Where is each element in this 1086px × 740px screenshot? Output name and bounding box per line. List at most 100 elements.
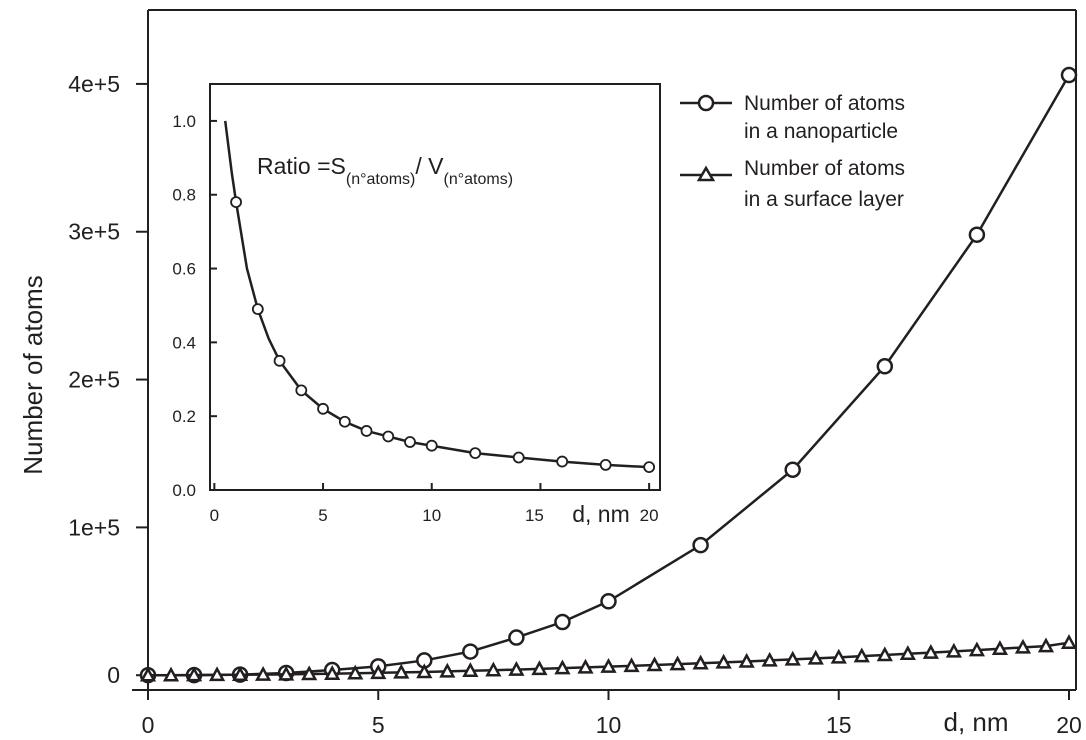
inset-y-tick-label: 0.0 — [172, 481, 196, 500]
surface-layer-point — [301, 665, 318, 681]
surface-layer-point — [139, 666, 157, 682]
main-x-axis-label: d, nm — [943, 707, 1008, 737]
surface-layer-point — [278, 665, 295, 681]
main-y-tick-label: 1e+5 — [68, 514, 120, 540]
surface-layer-point — [162, 666, 180, 682]
ratio-point — [230, 196, 242, 209]
inset-x-tick-label: 0 — [210, 506, 219, 525]
legend-label-surface-line2: in a surface layer — [744, 188, 904, 211]
surface-layer-point — [830, 648, 847, 664]
surface-layer-point — [231, 666, 249, 682]
legend-label-nanoparticle-line2: in a nanoparticle — [744, 120, 898, 143]
surface-layer-point — [208, 666, 226, 682]
inset-ratio-annotation: Ratio =S(n°atoms)/ V(n°atoms) — [257, 153, 513, 188]
ratio-line — [223, 120, 650, 469]
surface-layer-point — [784, 650, 801, 666]
nanoparticle-point — [600, 593, 617, 610]
surface-layer-point — [1014, 638, 1032, 654]
nanoparticle-point — [554, 613, 571, 631]
ratio-point — [469, 447, 482, 459]
ratio-point — [512, 451, 525, 464]
inset-x-tick-label: 10 — [422, 506, 441, 525]
surface-layer-point — [623, 657, 640, 673]
surface-layer-point — [646, 656, 663, 672]
surface-layer-point — [370, 664, 387, 680]
surface-layer-point — [807, 649, 824, 665]
surface-layer-point — [554, 659, 571, 675]
surface-layer-point — [462, 662, 479, 678]
surface-layer-point — [922, 643, 939, 659]
inset-y-tick-label: 1.0 — [172, 112, 196, 131]
surface-layer-point — [1037, 637, 1055, 653]
nanoparticle-point — [692, 536, 709, 554]
surface-layer-point — [508, 660, 525, 676]
surface-layer-point — [669, 655, 686, 671]
inset-x-tick-label: 15 — [525, 506, 544, 525]
main-y-tick-label: 3e+5 — [68, 219, 120, 245]
inset-plot: 0 5 10 15 20 0.0 0.2 0.4 0.6 0.8 1.0 d, nm Ratio =… — [172, 83, 661, 527]
ratio-point — [360, 425, 373, 437]
main-y-tick-label: 4e+5 — [68, 71, 120, 97]
inset-x-tick-label: 5 — [318, 506, 327, 525]
surface-layer-point — [416, 663, 433, 679]
ratio-point — [251, 303, 264, 316]
nanoparticle-point — [1060, 66, 1078, 84]
legend-circle-marker — [697, 94, 715, 112]
surface-layer-point — [600, 658, 617, 673]
surface-layer-point — [991, 640, 1009, 656]
surface-layer-point — [324, 665, 341, 680]
inset-x-axis-label: d, nm — [572, 501, 630, 527]
nanoparticle-point — [876, 358, 894, 375]
main-x-tick-label: 0 — [142, 712, 155, 738]
surface-layer-point — [393, 663, 410, 679]
surface-layer-point — [715, 653, 732, 669]
ratio-point — [338, 415, 351, 428]
main-x-tick-label: 20 — [1056, 712, 1082, 738]
ratio-point — [382, 430, 395, 443]
legend-label-surface-line1: Number of atoms — [744, 157, 905, 180]
surface-layer-point — [1060, 634, 1078, 649]
inset-frame — [209, 83, 661, 491]
nanoparticle-point — [508, 629, 525, 646]
nanoparticle-point — [462, 643, 479, 660]
inset-background — [210, 84, 660, 490]
surface-layer-point — [968, 641, 986, 657]
ratio-point — [556, 455, 569, 468]
main-y-tick-label: 0 — [107, 662, 120, 688]
ratio-point — [425, 439, 438, 452]
surface-layer-point — [255, 666, 272, 681]
surface-layer-point — [185, 666, 203, 682]
surface-layer-point — [531, 660, 548, 676]
ratio-point — [295, 384, 308, 397]
surface-layer-point — [347, 664, 364, 680]
legend: Number of atoms in a nanoparticle Number… — [680, 92, 905, 211]
inset-y-tick-label: 0.6 — [172, 260, 196, 279]
surface-layer-point — [485, 661, 502, 677]
legend-item-nanoparticle: Number of atoms in a nanoparticle — [680, 92, 905, 143]
ratio-point — [643, 461, 656, 474]
nanoparticle-point — [968, 226, 986, 243]
surface-layer-point — [853, 647, 870, 663]
ratio-point — [599, 459, 612, 471]
surface-layer-point — [439, 662, 456, 678]
main-plot: 0 5 10 15 20 0 1e+5 2e+5 3e+5 4e+5 Number of atom… — [18, 9, 1082, 738]
main-y-tick-label: 2e+5 — [68, 367, 120, 393]
surface-layer-point — [945, 642, 962, 658]
inset-y-tick-label: 0.8 — [172, 186, 196, 205]
surface-layer-point — [899, 645, 916, 661]
legend-item-surface-layer: Number of atoms in a surface layer — [680, 157, 905, 211]
legend-label-nanoparticle-line1: Number of atoms — [744, 92, 905, 115]
surface-layer-point — [738, 652, 755, 668]
inset-x-tick-label: 20 — [640, 506, 659, 525]
ratio-point — [404, 436, 416, 448]
main-x-tick-label: 15 — [826, 712, 852, 738]
surface-layer-point — [692, 654, 709, 670]
main-x-tick-label: 5 — [372, 712, 385, 738]
surface-layer-point — [577, 658, 594, 674]
legend-triangle-marker — [696, 165, 716, 182]
surface-layer-point — [876, 646, 893, 662]
main-y-axis-label: Number of atoms — [18, 275, 48, 474]
inset-y-tick-label: 0.2 — [172, 407, 196, 426]
nanoparticle-point — [784, 461, 801, 478]
